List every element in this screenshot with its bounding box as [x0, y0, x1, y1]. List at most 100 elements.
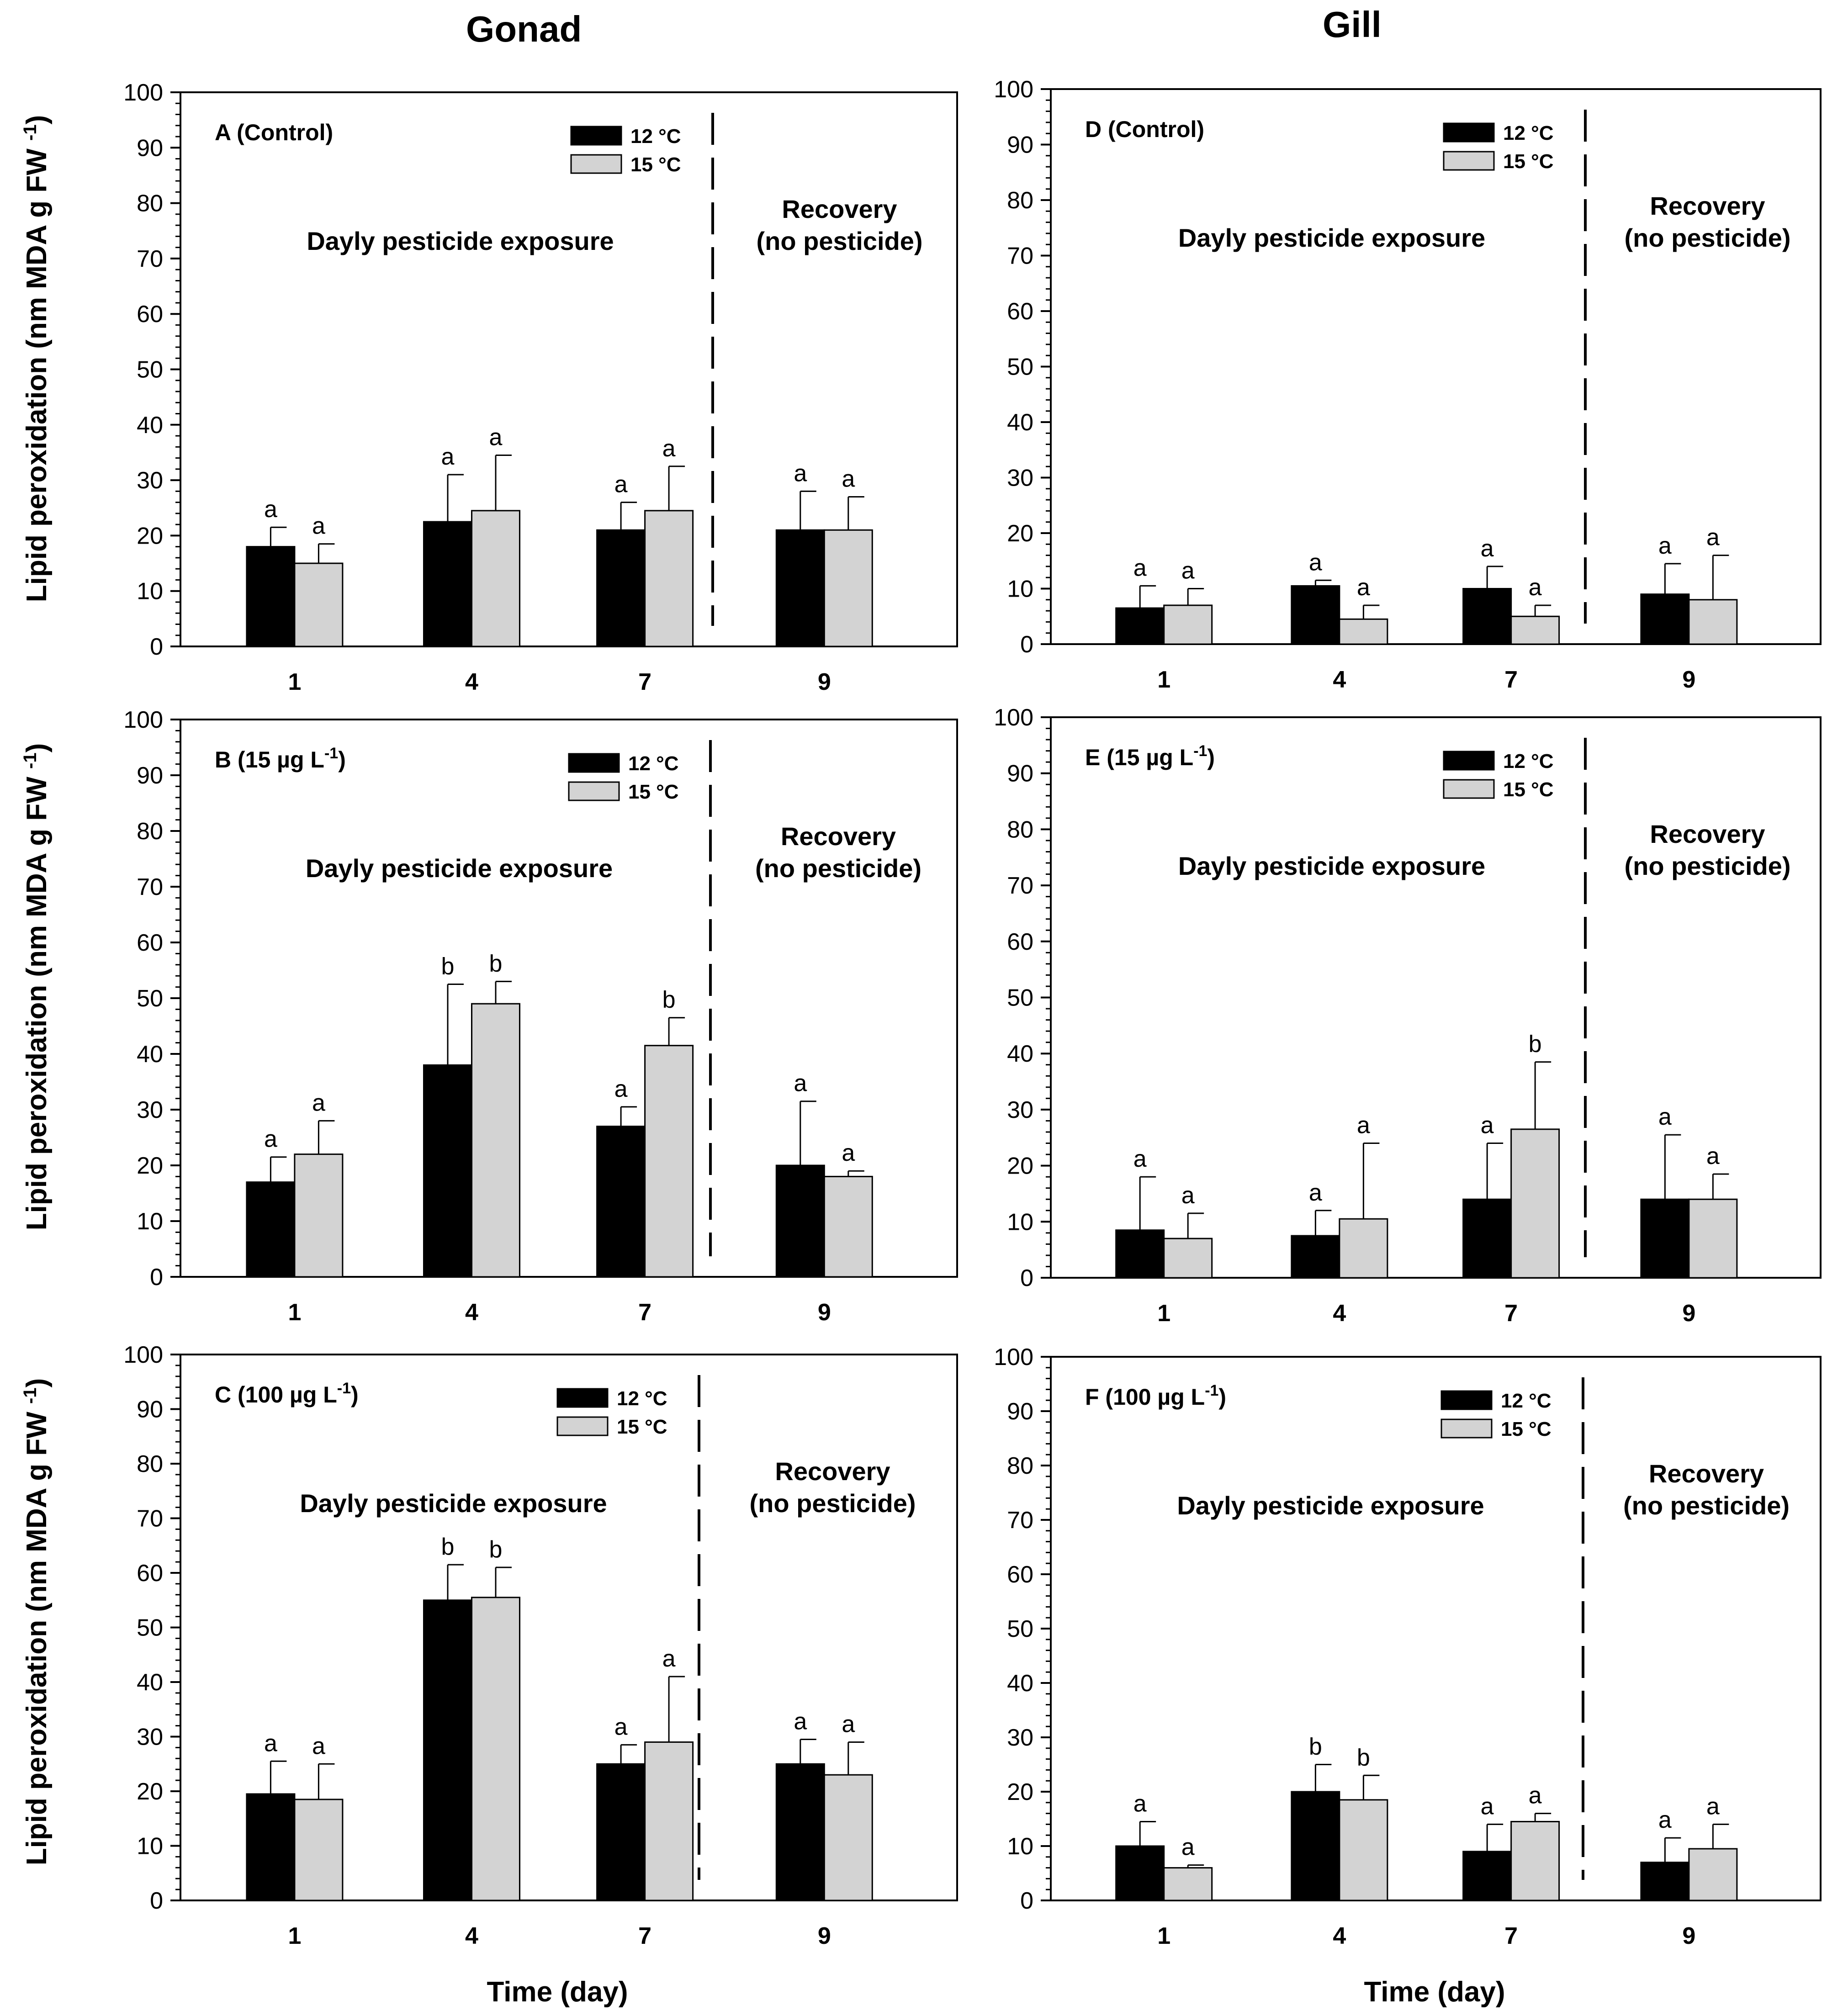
y-tick-label: 30	[137, 1097, 163, 1123]
plot-frame	[1050, 1356, 1822, 1901]
legend-label-15c: 15 °C	[1503, 778, 1554, 801]
bar-12c	[775, 1164, 825, 1278]
x-tick-label: 4	[1333, 667, 1346, 693]
y-tick-label: 100	[994, 1344, 1033, 1370]
y-tick-label: 60	[137, 301, 163, 328]
bar-12c	[1640, 1198, 1690, 1279]
recovery-annotation-line2: (no pesticide)	[749, 1489, 916, 1518]
y-tick-label: 90	[1007, 761, 1033, 787]
y-tick-label: 90	[1007, 132, 1033, 159]
significance-letter-15c: a	[1529, 1783, 1542, 1809]
exposure-annotation: Dayly pesticide exposure	[307, 227, 614, 255]
significance-letter-12c: a	[1481, 1793, 1494, 1820]
bar-15c	[294, 1799, 344, 1901]
y-tick-label: 100	[994, 76, 1033, 103]
significance-letter-15c: b	[662, 987, 676, 1013]
bar-12c	[1462, 588, 1512, 645]
chart-panel-c: 0 10 20 30 40 50 60 70 80 90 100 C (100 µg L-1) 12 °…	[123, 1342, 958, 1949]
y-tick-label: 60	[1007, 929, 1033, 955]
legend-swatch-15c	[1443, 151, 1495, 171]
y-tick-label: 40	[1007, 409, 1033, 436]
y-tick-label: 90	[137, 1397, 163, 1423]
y-tick-label: 30	[1007, 465, 1033, 492]
significance-letter-15c: a	[312, 513, 325, 540]
bar-12c	[246, 1793, 296, 1901]
significance-letter-15c: a	[1181, 1182, 1195, 1209]
panel-title-close: )	[338, 747, 346, 773]
exposure-annotation: Dayly pesticide exposure	[1177, 1491, 1484, 1520]
significance-letter-15c: a	[1357, 574, 1370, 601]
legend-label-12c: 12 °C	[1503, 750, 1554, 773]
bar-12c	[423, 1064, 472, 1278]
bar-15c	[1510, 615, 1560, 645]
bar-15c	[471, 510, 520, 647]
legend-label-15c: 15 °C	[1503, 150, 1554, 173]
significance-letter-12c: a	[1658, 1104, 1672, 1130]
x-tick-label: 9	[818, 1299, 831, 1326]
bar-12c	[596, 1126, 646, 1278]
legend-swatch-15c	[568, 781, 620, 801]
recovery-annotation-line1: Recovery	[782, 195, 897, 223]
bar-12c	[246, 546, 296, 647]
y-tick-label: 20	[1007, 520, 1033, 547]
legend-label-15c: 15 °C	[630, 153, 681, 176]
y-tick-label: 0	[150, 1264, 163, 1291]
y-tick-label: 100	[994, 704, 1033, 731]
y-tick-label: 70	[137, 1506, 163, 1532]
legend-label-12c: 12 °C	[628, 752, 679, 775]
x-tick-label: 9	[1682, 1300, 1695, 1327]
significance-letter-12c: a	[794, 1708, 807, 1735]
bar-15c	[1688, 1198, 1738, 1279]
y-tick-label: 20	[137, 523, 163, 549]
x-tick-label: 4	[465, 669, 478, 695]
y-tick-label: 30	[137, 1724, 163, 1751]
x-axis-label-left: Time (day)	[487, 1976, 628, 2008]
bar-12c	[1291, 1791, 1340, 1901]
recovery-annotation-line2: (no pesticide)	[1624, 223, 1790, 252]
legend-swatch-15c	[1443, 779, 1495, 799]
y-tick-label: 0	[1020, 1265, 1033, 1291]
x-tick-label: 7	[1504, 667, 1518, 693]
significance-letter-12c: a	[1481, 1112, 1494, 1139]
x-tick-label: 1	[288, 669, 301, 695]
x-tick-label: 9	[818, 669, 831, 695]
legend-swatch-12c	[1443, 122, 1495, 143]
y-tick-label: 10	[137, 1208, 163, 1235]
significance-letter-12c: b	[441, 1534, 455, 1560]
y-tick-label: 50	[137, 1615, 163, 1641]
x-tick-label: 1	[1157, 667, 1170, 693]
significance-letter-15c: a	[842, 466, 855, 492]
recovery-annotation-line2: (no pesticide)	[755, 854, 921, 883]
significance-letter-15c: a	[1706, 1793, 1720, 1820]
y-tick-label: 80	[137, 1451, 163, 1477]
y-tick-label: 80	[1007, 816, 1033, 843]
bar-12c	[596, 1763, 646, 1901]
y-tick-label: 100	[123, 707, 163, 733]
legend-swatch-12c	[1443, 751, 1495, 771]
significance-letter-12c: b	[441, 953, 455, 980]
significance-letter-12c: a	[1309, 549, 1322, 576]
bar-15c	[294, 1154, 344, 1278]
y-tick-label: 30	[137, 467, 163, 494]
panel-title-sup: -1	[337, 1380, 351, 1397]
y-tick-label: 40	[137, 412, 163, 439]
y-tick-label: 20	[137, 1778, 163, 1805]
bar-15c	[1339, 618, 1388, 645]
bar-15c	[1339, 1799, 1388, 1901]
significance-letter-15c: a	[662, 435, 676, 462]
bar-12c	[1115, 1845, 1165, 1901]
significance-letter-12c: a	[264, 1730, 277, 1757]
y-tick-label: 50	[1007, 985, 1033, 1011]
y-tick-label: 60	[137, 1560, 163, 1587]
x-tick-label: 7	[638, 669, 651, 695]
panel-title-sup: -1	[1193, 742, 1207, 760]
bar-15c	[1510, 1820, 1560, 1901]
bar-15c	[644, 1045, 694, 1278]
panel-title: E (15 µg L-1)	[1085, 742, 1215, 770]
panel-title-close: )	[1207, 745, 1215, 770]
exposure-annotation: Dayly pesticide exposure	[300, 1489, 607, 1518]
significance-letter-15c: a	[312, 1733, 325, 1759]
y-tick-label: 70	[137, 246, 163, 272]
significance-letter-15c: a	[662, 1646, 676, 1672]
